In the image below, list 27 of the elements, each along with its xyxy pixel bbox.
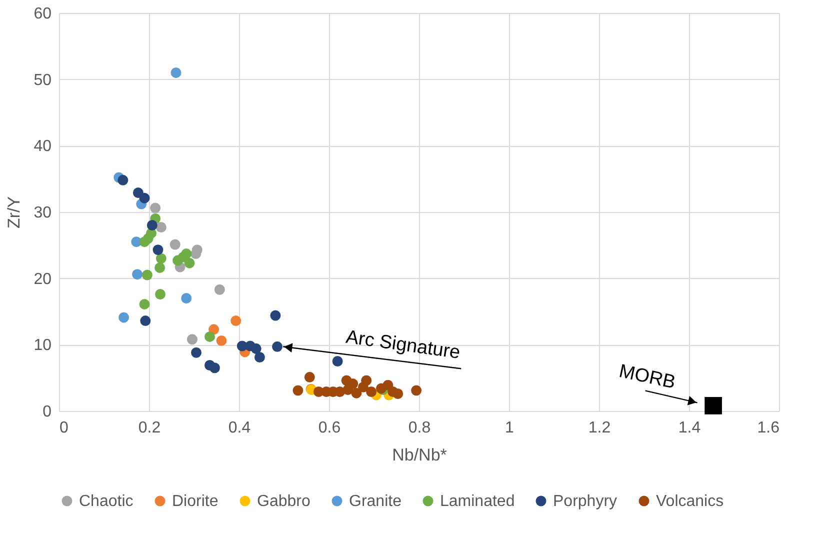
- legend-label: Laminated: [440, 493, 515, 510]
- x-tick-label: 0.6: [318, 420, 341, 436]
- legend-label: Chaotic: [79, 493, 134, 510]
- y-tick-label: 40: [34, 138, 52, 156]
- y-tick-label: 0: [42, 404, 52, 420]
- x-tick-label: 0.2: [138, 420, 161, 436]
- x-tick-label: 1: [505, 420, 514, 436]
- x-tick-label: 1.2: [588, 420, 611, 436]
- legend-label: Porphyry: [553, 493, 618, 510]
- x-axis-title: Nb/Nb*: [392, 446, 448, 464]
- x-tick-label: 0.8: [408, 420, 431, 436]
- x-tick-label: 1.6: [757, 420, 780, 436]
- y-tick-label: 10: [34, 337, 52, 354]
- legend-label: Gabbro: [257, 493, 310, 510]
- x-tick-label: 0.4: [228, 420, 251, 436]
- legend-label: Volcanics: [656, 493, 724, 510]
- legend-label: Diorite: [172, 493, 218, 510]
- annotation: MORB: [617, 360, 678, 394]
- y-tick-label: 60: [34, 6, 52, 22]
- x-tick-label: 0: [60, 420, 68, 436]
- legend-label: Granite: [349, 493, 402, 510]
- x-tick-label: 1.4: [678, 420, 701, 436]
- y-tick-label: 30: [34, 204, 52, 222]
- annotation: Arc Signature: [344, 326, 462, 364]
- y-axis-title: Zr/Y: [4, 196, 24, 229]
- y-tick-label: 20: [34, 270, 52, 288]
- y-tick-label: 50: [34, 72, 52, 89]
